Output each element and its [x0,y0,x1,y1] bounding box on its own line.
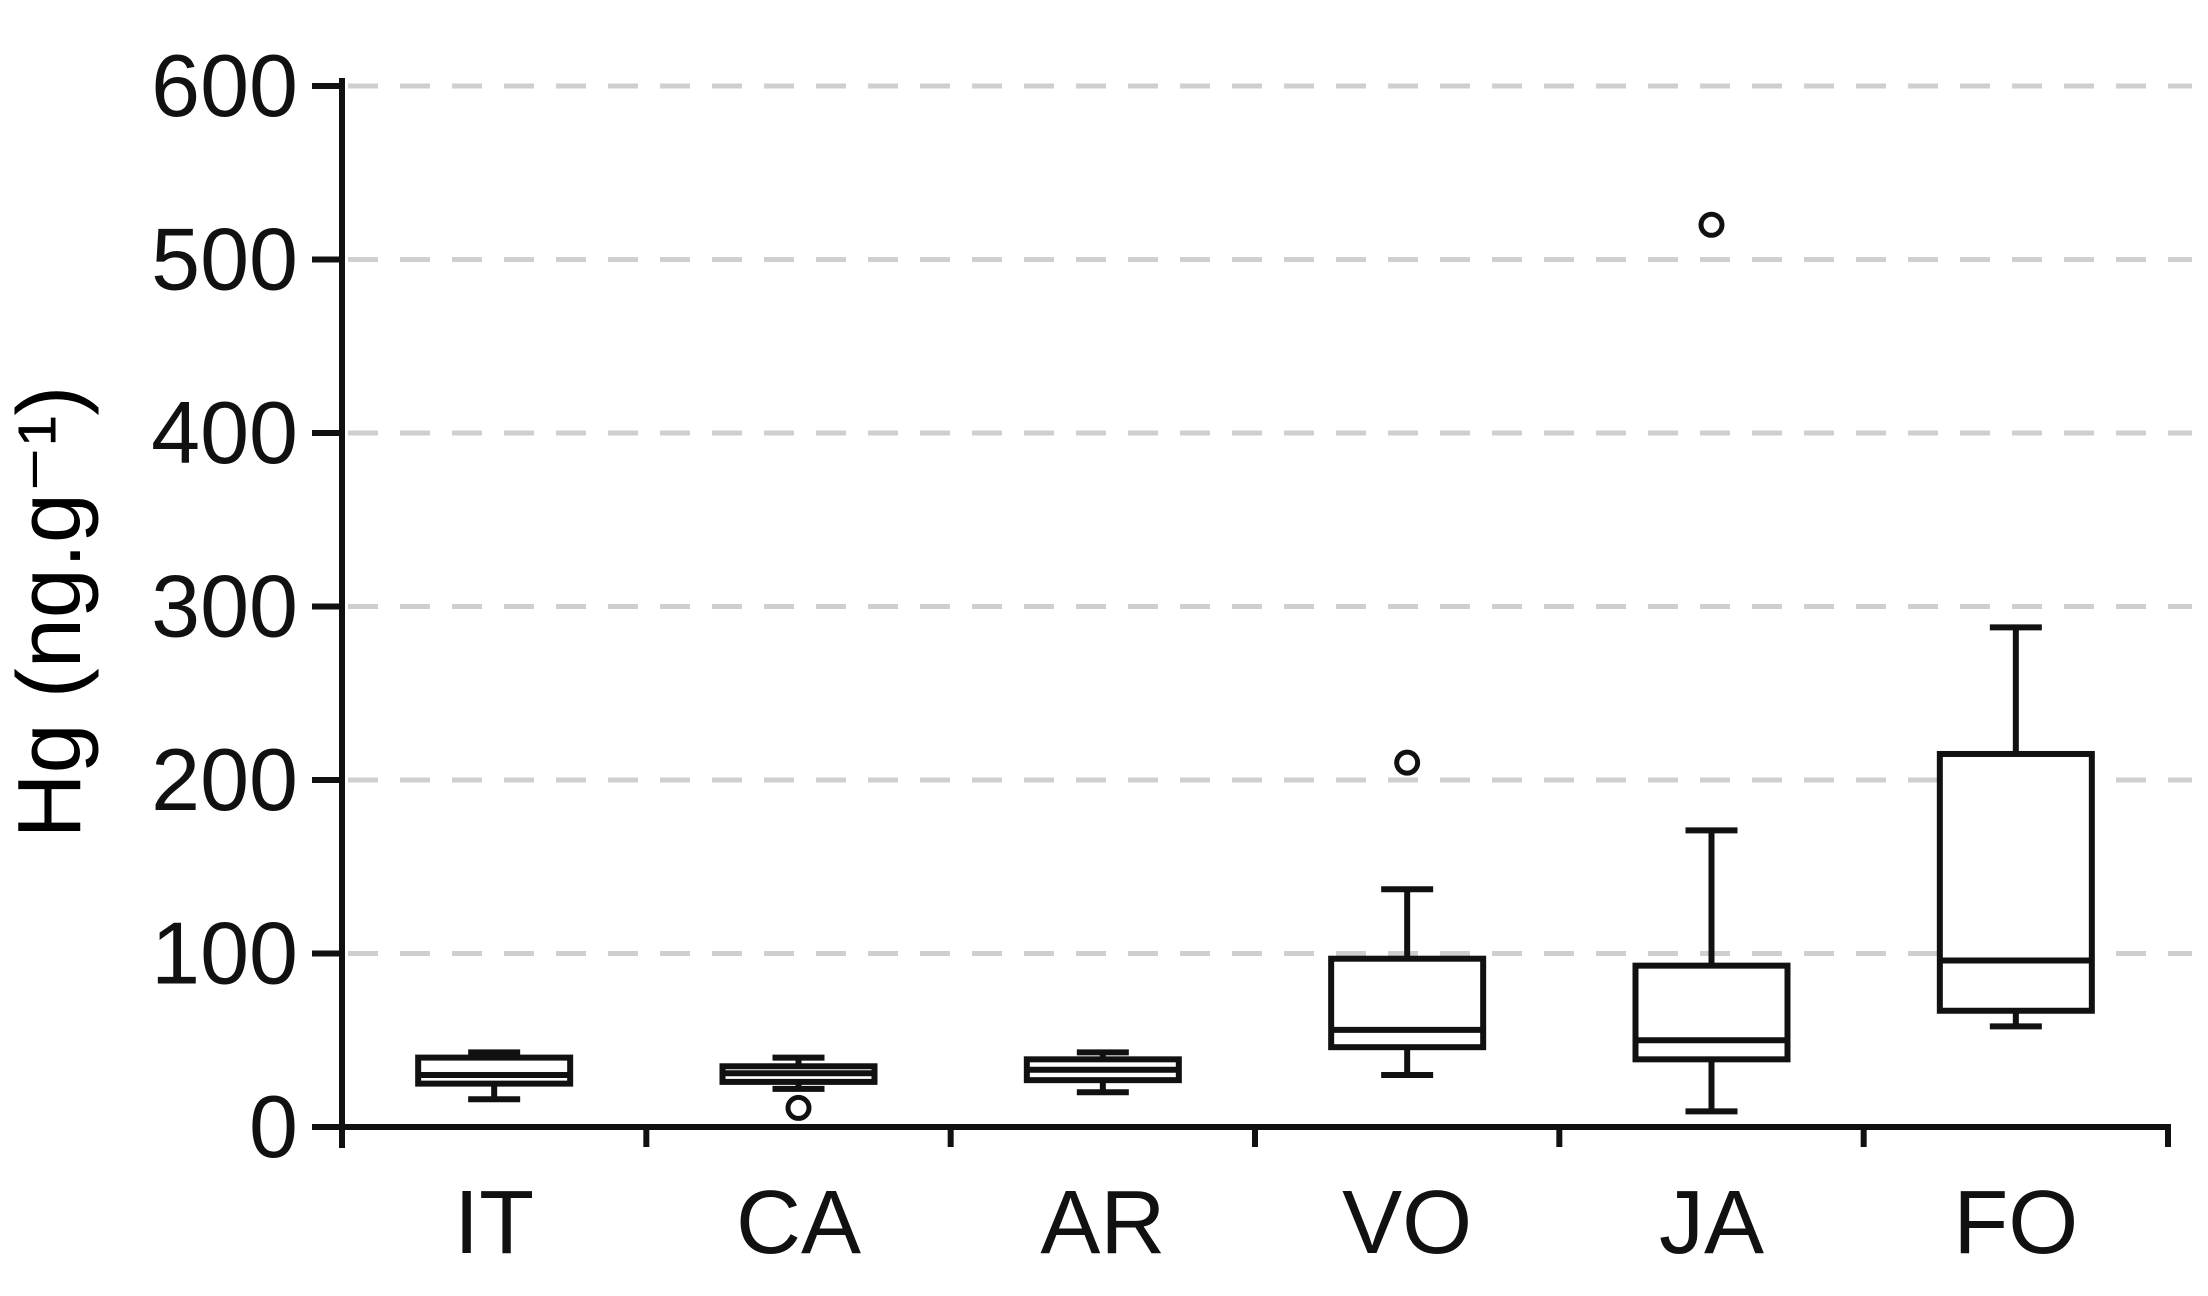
x-axis: IT CA AR VO JA FO [339,1124,2171,1273]
y-tick-label-400: 400 [151,383,298,482]
boxplot-JA [1632,211,1791,1115]
boxplot-CA [719,1054,878,1121]
x-category-label-VO: VO [1342,1173,1472,1273]
gridlines [348,83,2192,956]
x-category-label-FO: FO [1953,1173,2078,1273]
y-axis: 0 100 200 300 400 500 600 [151,36,345,1176]
x-category-label-AR: AR [1040,1173,1165,1273]
y-tick-label-100: 100 [151,904,298,1003]
iqr-box [1632,962,1791,1063]
x-category-label-IT: IT [454,1173,534,1273]
boxplot-series [415,211,2095,1121]
y-tick-label-200: 200 [151,730,298,829]
x-category-label-CA: CA [736,1173,861,1273]
boxplot-IT [415,1049,574,1103]
y-tick-label-0: 0 [249,1077,298,1176]
outlier-point [785,1094,812,1121]
y-tick-label-500: 500 [151,210,298,309]
boxplot-FO [1936,624,2095,1030]
boxplot-VO [1328,749,1487,1078]
y-axis-title: Hg (ng.g⁻¹) [0,386,100,839]
x-category-label-JA: JA [1659,1173,1764,1273]
iqr-box [1936,750,2095,1014]
y-tick-label-600: 600 [151,36,298,135]
outlier-point [1698,211,1725,238]
iqr-box [1328,955,1487,1051]
iqr-box [415,1054,574,1087]
boxplot-AR [1023,1049,1182,1096]
outlier-point [1394,749,1421,776]
y-tick-label-300: 300 [151,557,298,656]
